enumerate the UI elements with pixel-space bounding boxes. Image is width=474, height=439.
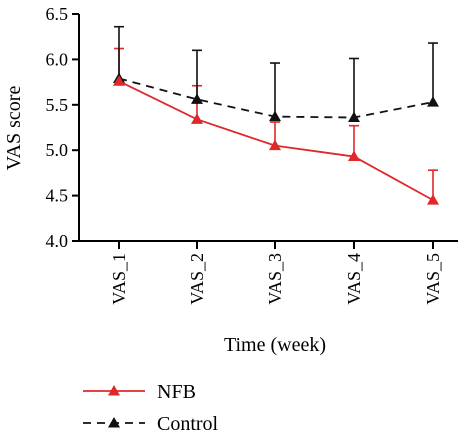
legend: NFB Control: [83, 381, 219, 435]
x-tick-label: VAS_4: [344, 253, 364, 305]
y-tick-label: 5.5: [46, 95, 69, 115]
data-point-nfb: [113, 75, 125, 86]
x-tick-label: VAS_1: [109, 253, 129, 305]
data-point-nfb: [269, 139, 281, 151]
y-tick-label: 5.0: [46, 140, 69, 160]
y-tick-label: 4.0: [46, 231, 69, 251]
data-point-control: [269, 110, 281, 122]
plot-area: [113, 25, 439, 205]
legend-marker: [108, 385, 120, 396]
legend-marker: [108, 417, 120, 428]
legend-label: NFB: [157, 381, 196, 403]
legend-item-control: Control: [83, 413, 219, 435]
legend-item-nfb: NFB: [83, 381, 196, 403]
x-axis-label: Time (week): [224, 334, 326, 356]
data-point-control: [191, 93, 203, 104]
data-point-control: [427, 96, 439, 107]
series-line-control: [118, 77, 434, 119]
error-bars-nfb: [114, 47, 438, 201]
data-point-nfb: [348, 150, 360, 162]
x-tick-label: VAS_2: [187, 253, 207, 305]
x-ticks: VAS_1 VAS_2 VAS_3 VAS_4 VAS_5: [109, 241, 443, 305]
x-tick-label: VAS_3: [265, 253, 285, 305]
data-point-nfb: [427, 194, 439, 205]
data-point-control: [348, 111, 360, 123]
y-tick-label: 4.5: [46, 186, 69, 206]
series-line-nfb: [118, 80, 434, 201]
y-tick-label: 6.5: [46, 4, 69, 24]
legend-label: Control: [157, 413, 219, 435]
error-bars-control: [114, 25, 438, 118]
x-tick-label: VAS_5: [423, 253, 443, 305]
y-tick-label: 6.0: [46, 49, 69, 69]
axes: [78, 14, 458, 242]
y-ticks: 4.0 4.5 5.0 5.5 6.0 6.5: [46, 4, 79, 251]
y-axis-label: VAS score: [3, 86, 25, 171]
data-point-nfb: [191, 113, 203, 124]
